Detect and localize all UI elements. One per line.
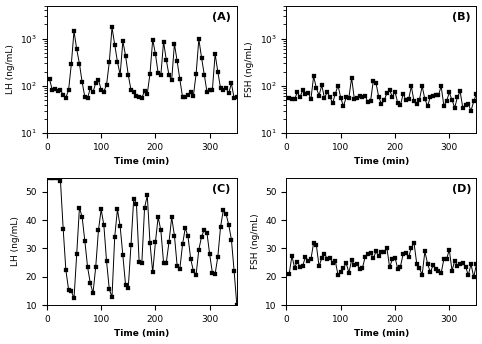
Y-axis label: LH (ng/mL): LH (ng/mL) xyxy=(6,44,14,94)
X-axis label: Time (min): Time (min) xyxy=(354,158,409,166)
X-axis label: Time (min): Time (min) xyxy=(114,158,170,166)
X-axis label: Time (min): Time (min) xyxy=(354,330,409,338)
Y-axis label: FSH (ng/mL): FSH (ng/mL) xyxy=(251,214,260,269)
Y-axis label: LH (ng/mL): LH (ng/mL) xyxy=(11,216,20,266)
X-axis label: Time (min): Time (min) xyxy=(114,330,170,338)
Text: (B): (B) xyxy=(452,12,470,22)
Text: (C): (C) xyxy=(212,184,230,194)
Text: (A): (A) xyxy=(212,12,231,22)
Text: (D): (D) xyxy=(452,184,471,194)
Y-axis label: FSH (ng/mL): FSH (ng/mL) xyxy=(245,42,254,97)
